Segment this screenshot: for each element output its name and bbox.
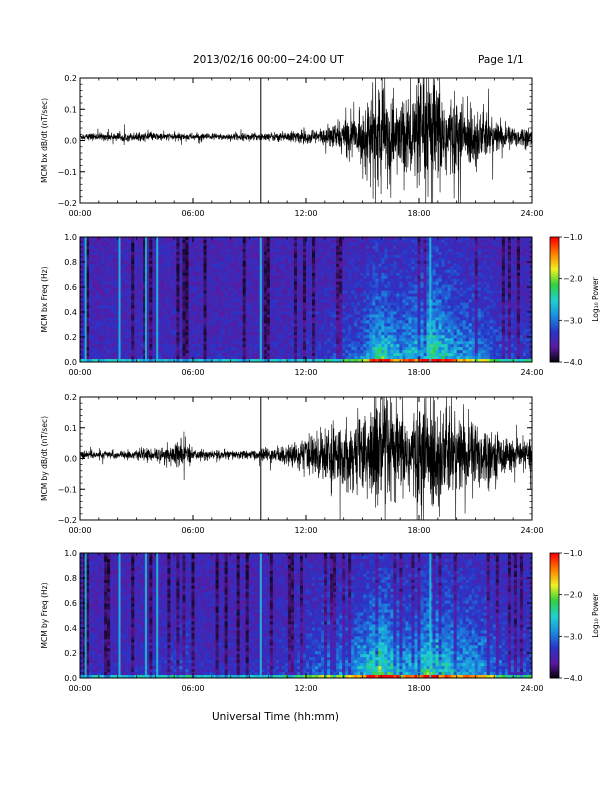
colorbar-tick-label: −4.0: [563, 358, 582, 367]
colorbar-bx: −1.0 −2.0 −3.0 −4.0 Log₁₀ Power: [549, 233, 600, 367]
y-tick-label: 0.2: [64, 393, 77, 402]
spectral-line: [156, 237, 159, 362]
series-line: [80, 397, 532, 520]
x-tick-label: 24:00: [520, 368, 543, 377]
y-tick-label: 0.4: [64, 308, 77, 317]
x-tick-label: 00:00: [68, 684, 91, 693]
x-tick-label: 12:00: [294, 368, 317, 377]
y-tick-label: 0.2: [64, 333, 77, 342]
y-axis-label: MCM bx Freq (Hz): [40, 266, 49, 332]
y-tick-label: −0.2: [58, 516, 77, 525]
colorbar-tick-label: −3.0: [563, 316, 582, 325]
panel-bx-dbdt: 00:00 06:00 12:00 18:00 24:00 0.2 0.1 0.0 −0.1 −0…: [40, 74, 544, 218]
y-tick-label: −0.2: [58, 199, 77, 208]
spectral-line: [118, 237, 121, 362]
y-tick-label: −0.1: [58, 168, 77, 177]
colorbar-tick-label: −1.0: [563, 233, 582, 242]
x-tick-label: 00:00: [68, 526, 91, 535]
y-tick-label: 1.0: [64, 233, 77, 242]
y-tick-label: 0.0: [64, 674, 77, 683]
x-tick-label: 12:00: [294, 209, 317, 218]
x-tick-label: 24:00: [520, 684, 543, 693]
y-axis-label: MCM by Freq (Hz): [40, 582, 49, 648]
y-tick-label: 0.8: [64, 574, 77, 583]
y-tick-label: −0.1: [58, 485, 77, 494]
x-tick-label: 00:00: [68, 368, 91, 377]
colorbar-tick-label: −1.0: [563, 549, 582, 558]
y-axis-label: MCM bx dB/dt (nT/sec): [40, 98, 49, 183]
colorbar-label: Log₁₀ Power: [591, 276, 600, 321]
colorbar-tick-label: −4.0: [563, 674, 582, 683]
y-tick-label: 0.1: [64, 105, 77, 114]
x-tick-label: 06:00: [181, 209, 204, 218]
colorbar-label: Log₁₀ Power: [591, 592, 600, 637]
x-tick-label: 24:00: [520, 526, 543, 535]
spectral-line: [144, 237, 147, 362]
page-number: Page 1/1: [478, 54, 524, 66]
y-tick-label: 0.8: [64, 258, 77, 267]
y-axis-label: MCM by dB/dt (nT/sec): [40, 416, 49, 501]
x-tick-label: 18:00: [407, 368, 430, 377]
series-line: [80, 78, 532, 203]
panel-by-dbdt: 00:00 06:00 12:00 18:00 24:00 0.2 0.1 0.0 −0.1 −0…: [40, 393, 544, 535]
y-tick-label: 0.0: [64, 455, 77, 464]
x-tick-label: 18:00: [407, 526, 430, 535]
spectral-line: [156, 553, 159, 678]
page-title: 2013/02/16 00:00−24:00 UT: [193, 54, 344, 66]
x-tick-label: 06:00: [181, 526, 204, 535]
spectral-line: [259, 237, 262, 362]
y-tick-label: 1.0: [64, 549, 77, 558]
spectral-line: [144, 553, 147, 678]
y-tick-label: 0.2: [64, 649, 77, 658]
spectral-line: [118, 553, 121, 678]
spectral-line: [84, 553, 87, 678]
x-axis-label: Universal Time (hh:mm): [212, 711, 339, 723]
colorbar-tick-label: −2.0: [563, 591, 582, 600]
colorbar-tick-label: −3.0: [563, 632, 582, 641]
colorbar-tick-label: −2.0: [563, 275, 582, 284]
panel-bx-spectrogram: 00:00 06:00 12:00 18:00 24:00 1.0 0.8 0.6 0.4 0.2…: [40, 233, 544, 377]
spectral-line: [84, 237, 87, 362]
x-tick-label: 24:00: [520, 209, 543, 218]
x-tick-label: 12:00: [294, 684, 317, 693]
y-tick-label: 0.6: [64, 283, 77, 292]
y-tick-label: 0.0: [64, 137, 77, 146]
x-tick-label: 18:00: [407, 684, 430, 693]
y-tick-label: 0.1: [64, 424, 77, 433]
x-tick-label: 06:00: [181, 368, 204, 377]
x-tick-label: 00:00: [68, 209, 91, 218]
spectral-line: [429, 237, 432, 362]
spectral-line: [259, 553, 262, 678]
x-tick-label: 06:00: [181, 684, 204, 693]
panel-by-spectrogram: 00:00 06:00 12:00 18:00 24:00 1.0 0.8 0.6 0.4 0.2…: [40, 549, 544, 693]
y-tick-label: 0.0: [64, 358, 77, 367]
x-tick-label: 12:00: [294, 526, 317, 535]
y-tick-label: 0.4: [64, 624, 77, 633]
x-tick-label: 18:00: [407, 209, 430, 218]
spectral-line: [429, 553, 432, 678]
colorbar-by: −1.0 −2.0 −3.0 −4.0 Log₁₀ Power: [549, 549, 600, 683]
y-tick-label: 0.2: [64, 74, 77, 83]
y-tick-label: 0.6: [64, 599, 77, 608]
